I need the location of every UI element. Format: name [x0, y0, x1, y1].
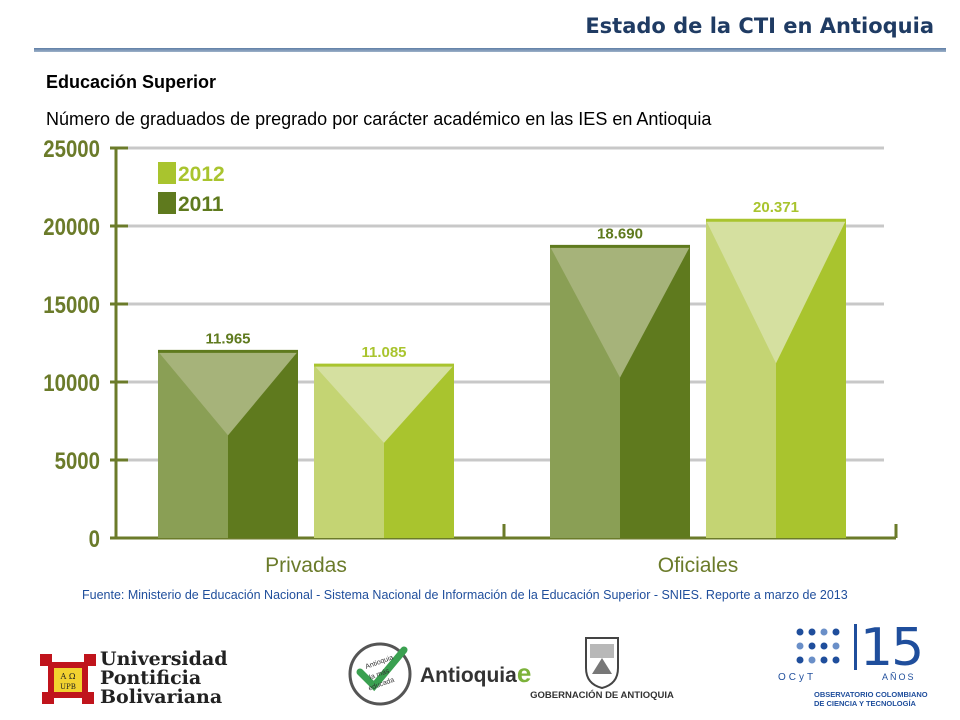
y-tick-label: 5000	[55, 447, 100, 474]
upb-logo: A Ω UPB Universidad Pontificia Bolivaria…	[38, 648, 228, 710]
bar-2012-privadas-top	[314, 365, 454, 443]
bar-2012-oficiales-top	[706, 220, 846, 364]
x-tick-label-oficiales: Oficiales	[658, 554, 739, 577]
bar-2011-oficiales-top	[550, 246, 690, 378]
upb-line-3: Bolivariana	[100, 686, 223, 708]
upb-shield-top: A Ω	[60, 672, 76, 681]
gobernacion-logo: GOBERNACIÓN DE ANTIOQUIA	[520, 634, 684, 712]
antioquia-educada-logo: Antioquia la más educada Antioquiae	[346, 636, 531, 716]
data-label: 11.085	[361, 344, 406, 361]
data-label: 11.965	[205, 330, 250, 347]
x-tick-label-privadas: Privadas	[265, 554, 347, 577]
legend: 2012 2011	[158, 162, 225, 216]
ocyt-number: 15	[860, 618, 924, 678]
legend-label-2012: 2012	[178, 163, 225, 186]
upb-shield-icon: A Ω UPB	[40, 654, 96, 704]
ocyt-dots-icon	[796, 624, 857, 670]
data-label: 18.690	[597, 225, 643, 242]
y-tick-label: 10000	[43, 369, 100, 396]
chart-subtitle: Número de graduados de pregrado por cará…	[46, 109, 712, 129]
y-tick-label: 25000	[43, 135, 100, 162]
bar-chart: 0 5000 10000 15000 20000 25000 Privadas Oficial…	[43, 135, 898, 577]
legend-swatch-2011	[158, 192, 176, 214]
upb-line-1: Universidad	[100, 648, 228, 670]
y-tick-label: 20000	[43, 213, 100, 240]
coat-of-arms-icon	[585, 637, 619, 690]
legend-label-2011: 2011	[178, 193, 224, 216]
antioquia-badge-icon: Antioquia la más educada	[348, 642, 412, 706]
section-title: Educación Superior	[46, 72, 217, 92]
bar-2011-privadas-top	[158, 351, 298, 436]
ocyt-name: OCyT	[778, 672, 817, 683]
gobernacion-text: GOBERNACIÓN DE ANTIOQUIA	[530, 690, 674, 701]
antioquia-wordmark: Antioquiae	[420, 658, 532, 688]
value-labels: 11.965 11.085 18.690 20.371	[205, 199, 798, 361]
ocyt-anos: AÑOS	[882, 672, 916, 682]
upb-line-2: Pontificia	[100, 667, 202, 689]
page-title: Estado de la CTI en Antioquia	[585, 14, 934, 38]
y-tick-label: 0	[89, 525, 100, 552]
upb-shield-bottom: UPB	[60, 683, 76, 691]
data-label: 20.371	[753, 199, 799, 216]
y-tick-label: 15000	[43, 291, 100, 318]
legend-swatch-2012	[158, 162, 176, 184]
ocyt-logo: 15 AÑOS OCyT OBSERVATORIO COLOMBIANO DE …	[770, 618, 946, 718]
source-note: Fuente: Ministerio de Educación Nacional…	[82, 588, 848, 602]
bars	[158, 218, 846, 538]
axes: 0 5000 10000 15000 20000 25000 Privadas Oficial…	[43, 135, 898, 577]
ocyt-subtitle: OBSERVATORIO COLOMBIANO DE CIENCIA Y TEC…	[814, 690, 928, 708]
header-divider	[34, 48, 946, 52]
